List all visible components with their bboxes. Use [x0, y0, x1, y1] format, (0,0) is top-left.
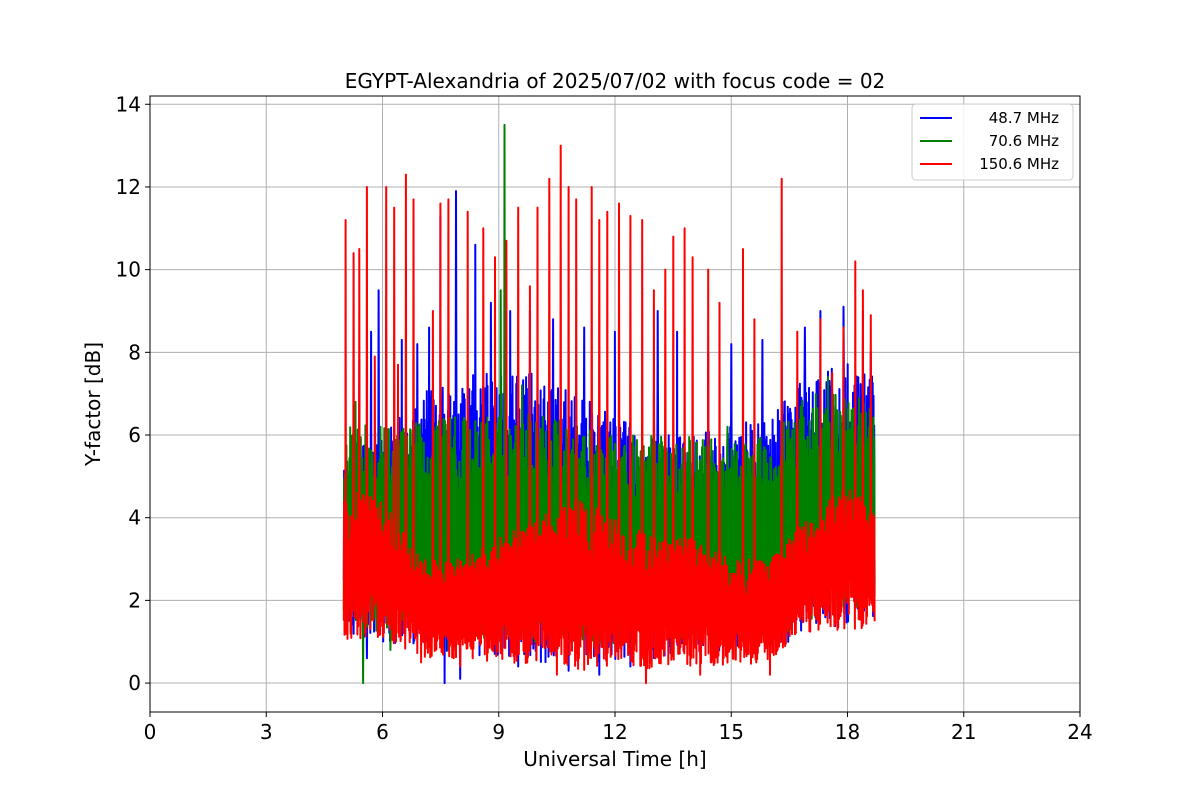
y-tick-label: 4 — [128, 506, 141, 530]
legend: 48.7 MHz 70.6 MHz 150.6 MHz — [911, 103, 1074, 181]
x-tick-label: 12 — [602, 720, 627, 744]
y-tick-label: 8 — [128, 340, 141, 364]
x-axis-label: Universal Time [h] — [523, 747, 706, 771]
series-layer — [342, 123, 876, 685]
y-tick-label: 10 — [116, 258, 141, 282]
y-tick-label: 12 — [116, 175, 141, 199]
series-line-150-6-mhz — [342, 144, 876, 685]
y-tick-label: 0 — [128, 671, 141, 695]
y-axis-label: Y-factor [dB] — [81, 342, 105, 467]
y-tick-label: 6 — [128, 423, 141, 447]
x-tick-label: 15 — [719, 720, 744, 744]
legend-label: 48.7 MHz — [989, 109, 1059, 127]
x-tick-label: 0 — [144, 720, 157, 744]
y-tick-label: 2 — [128, 588, 141, 612]
x-tick-label: 21 — [951, 720, 976, 744]
y-tick-label: 14 — [116, 92, 141, 116]
chart-title: EGYPT-Alexandria of 2025/07/02 with focu… — [345, 69, 886, 93]
x-tick-label: 6 — [376, 720, 389, 744]
x-tick-label: 18 — [835, 720, 860, 744]
legend-box — [911, 103, 1074, 181]
x-tick-label: 9 — [492, 720, 505, 744]
x-tick-label: 24 — [1067, 720, 1092, 744]
legend-label: 150.6 MHz — [979, 155, 1059, 173]
x-tick-label: 3 — [260, 720, 273, 744]
legend-label: 70.6 MHz — [989, 132, 1059, 150]
